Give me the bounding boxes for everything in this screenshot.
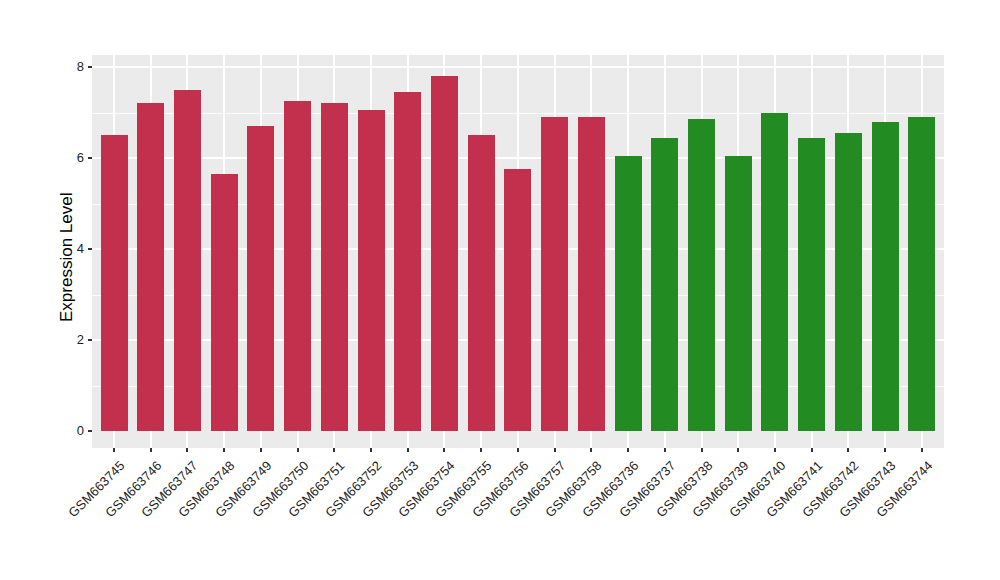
x-tick-mark [774,448,776,452]
bar-GSM663748 [211,174,238,431]
x-tick-mark [186,448,188,452]
y-tick-label: 6 [38,150,84,166]
y-tick-label: 2 [38,332,84,348]
bar-GSM663753 [394,92,421,431]
bar-GSM663744 [908,117,935,431]
bar-GSM663755 [468,135,495,431]
x-tick-mark [737,448,739,452]
x-tick-mark [370,448,372,452]
x-tick-mark [554,448,556,452]
bar-GSM663756 [504,169,531,431]
x-tick-mark [113,448,115,452]
bar-GSM663751 [321,103,348,431]
y-tick-mark [88,430,92,432]
plot-panel [92,55,944,448]
x-tick-mark [627,448,629,452]
bar-GSM663743 [872,122,899,431]
bar-GSM663758 [578,117,605,431]
y-tick-label: 8 [38,59,84,75]
bar-GSM663742 [835,133,862,431]
x-tick-mark [664,448,666,452]
x-tick-mark [260,448,262,452]
x-tick-mark [333,448,335,452]
bar-GSM663747 [174,90,201,431]
bar-GSM663757 [541,117,568,431]
x-tick-mark [407,448,409,452]
y-tick-label: 0 [38,423,84,439]
x-tick-mark [480,448,482,452]
bar-GSM663752 [358,110,385,431]
bar-GSM663754 [431,76,458,431]
bar-GSM663745 [101,135,128,431]
bar-GSM663740 [761,113,788,432]
bar-GSM663737 [651,138,678,431]
bar-GSM663746 [137,103,164,431]
y-tick-label: 4 [38,241,84,257]
x-tick-mark [297,448,299,452]
x-tick-mark [150,448,152,452]
x-tick-mark [847,448,849,452]
bar-GSM663741 [798,138,825,431]
x-tick-mark [701,448,703,452]
bar-GSM663738 [688,119,715,431]
x-tick-mark [517,448,519,452]
x-tick-mark [223,448,225,452]
expression-bar-chart: Expression Level GSM663745GSM663746GSM66… [0,0,1000,580]
y-axis-title: Expression Level [57,193,77,322]
x-tick-mark [443,448,445,452]
x-tick-mark [921,448,923,452]
x-tick-mark [590,448,592,452]
bar-GSM663750 [284,101,311,431]
bar-GSM663736 [615,156,642,431]
bar-GSM663749 [247,126,274,431]
x-tick-mark [884,448,886,452]
x-tick-mark [811,448,813,452]
bar-GSM663739 [725,156,752,431]
